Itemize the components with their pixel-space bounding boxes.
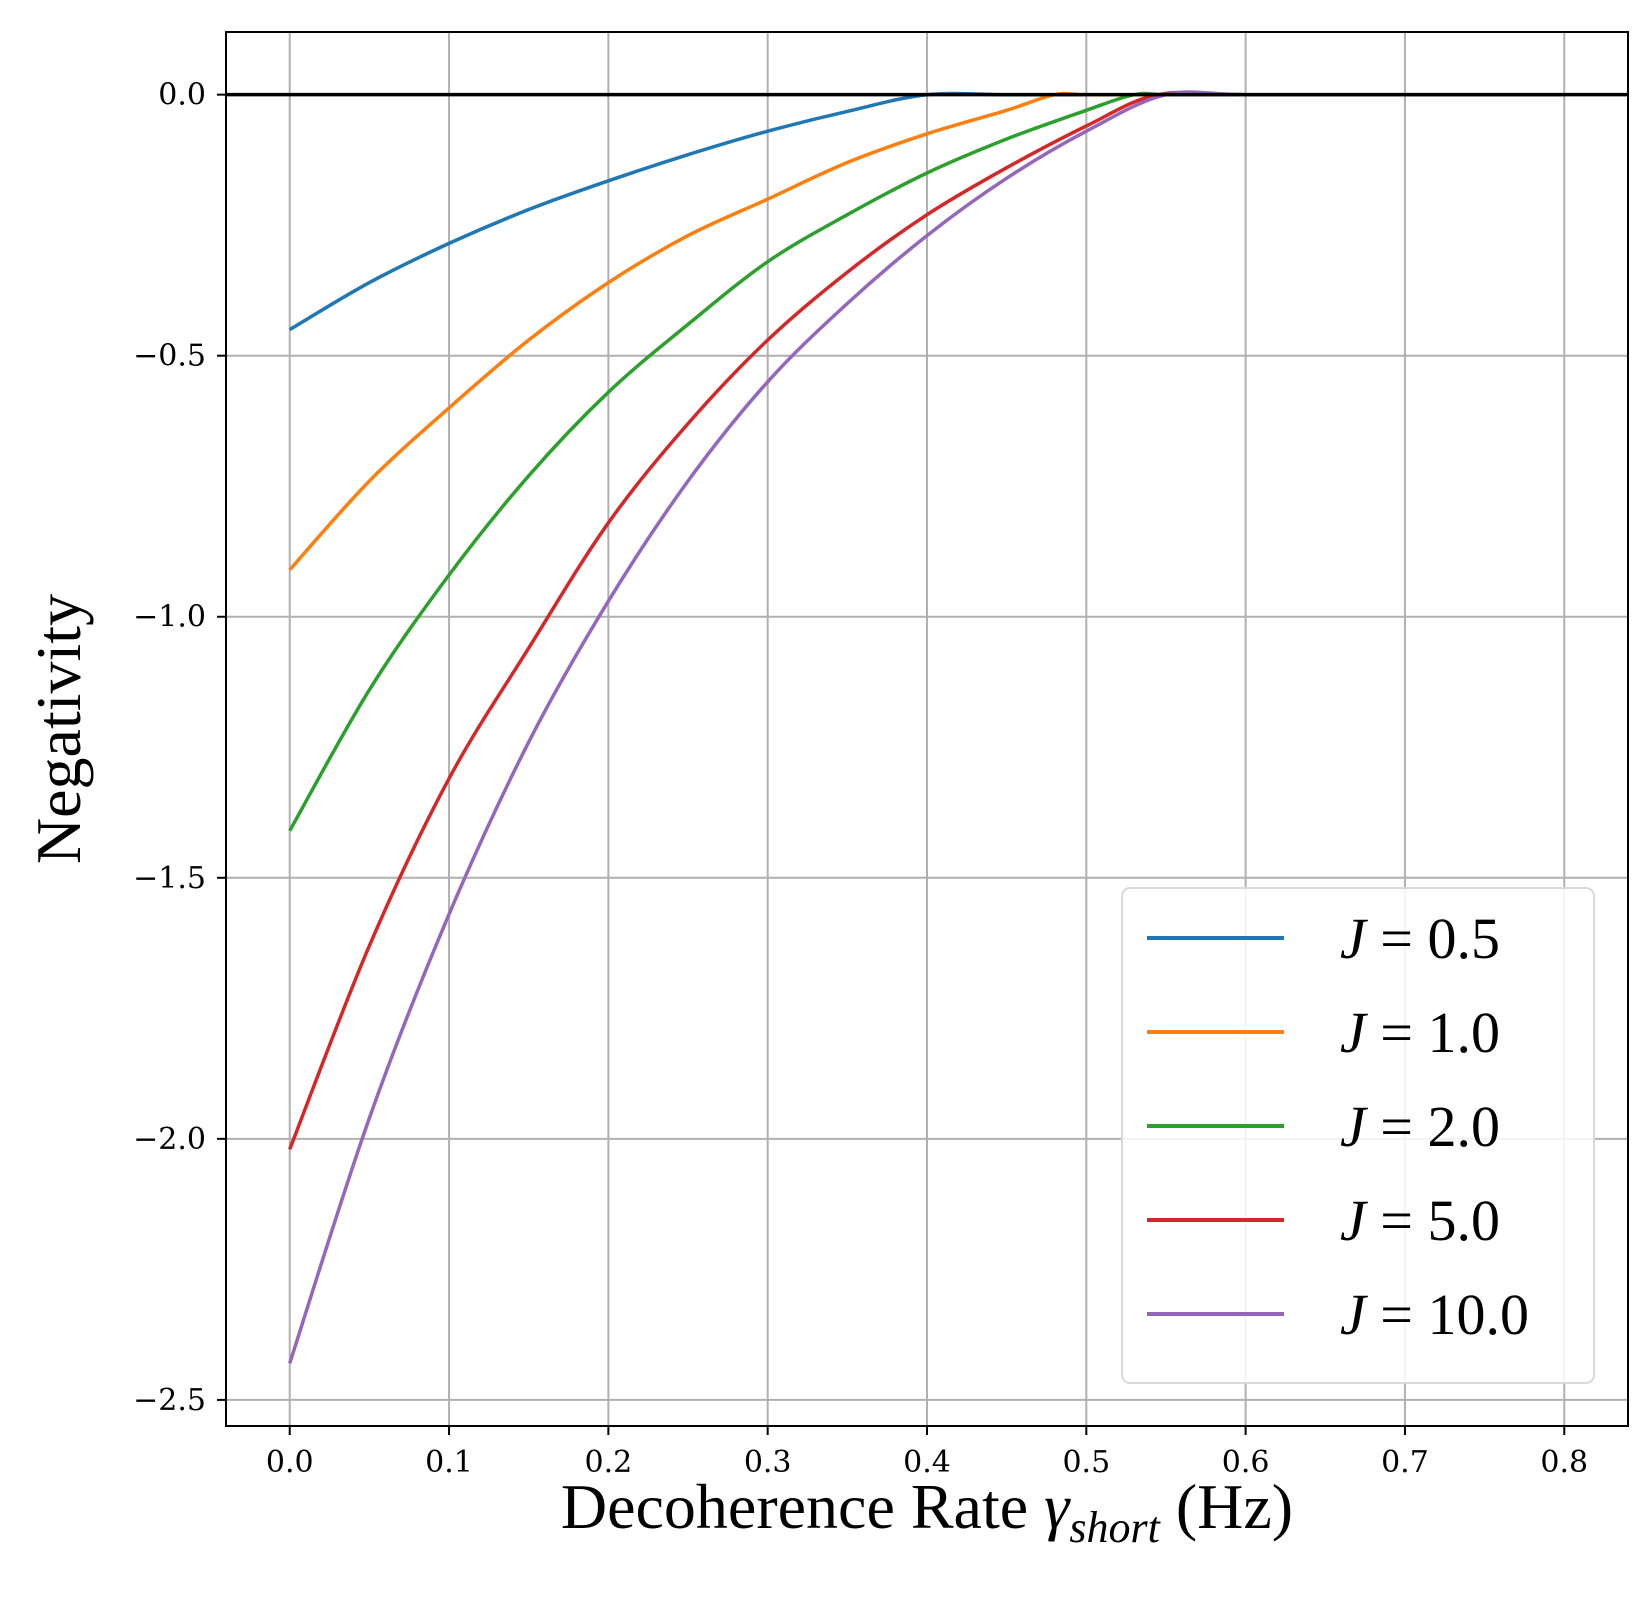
x-tick-label: 0.4: [903, 1445, 951, 1480]
legend-label-5: J = 10.0: [1340, 1282, 1529, 1347]
x-tick-label: 0.6: [1222, 1445, 1270, 1480]
y-tick-label: −1.0: [133, 600, 206, 635]
x-axis-label-unit: (Hz): [1160, 1471, 1293, 1542]
y-tick-label: −1.5: [133, 861, 206, 896]
y-axis-ticks: 0.0 −0.5 −1.0 −1.5 −2.0 −2.5: [133, 78, 226, 1418]
x-tick-label: 0.7: [1381, 1445, 1429, 1480]
legend-label-4: J = 5.0: [1340, 1188, 1500, 1253]
x-tick-label: 0.0: [266, 1445, 314, 1480]
x-tick-label: 0.5: [1062, 1445, 1110, 1480]
legend-box: [1121, 887, 1595, 1384]
x-axis-label: Decoherence Rate γshort (Hz): [561, 1471, 1293, 1552]
x-tick-label: 0.2: [585, 1445, 633, 1480]
x-axis-label-subscript: short: [1069, 1503, 1161, 1552]
y-tick-label: 0.0: [158, 78, 206, 113]
x-axis-label-main: Decoherence Rate: [561, 1471, 1044, 1542]
legend-label-3: J = 2.0: [1340, 1094, 1500, 1159]
x-axis-label-symbol: γ: [1044, 1471, 1071, 1542]
x-tick-label: 0.8: [1540, 1445, 1588, 1480]
x-axis-ticks: 0.0 0.1 0.2 0.3 0.4 0.5 0.6 0.7 0.8: [266, 1426, 1588, 1480]
y-tick-label: −0.5: [133, 339, 206, 374]
legend: J = 0.5 J = 1.0 J = 2.0 J = 5.0 J = 10.0: [1121, 887, 1595, 1384]
y-tick-label: −2.0: [133, 1122, 206, 1157]
y-tick-label: −2.5: [133, 1383, 206, 1418]
legend-items: J = 0.5 J = 1.0 J = 2.0 J = 5.0 J = 10.0: [1147, 906, 1529, 1347]
legend-label-1: J = 0.5: [1340, 906, 1500, 971]
legend-label-2: J = 1.0: [1340, 1000, 1500, 1065]
x-tick-label: 0.3: [744, 1445, 792, 1480]
x-tick-label: 0.1: [425, 1445, 473, 1480]
y-axis-label: Negativity: [23, 594, 94, 864]
